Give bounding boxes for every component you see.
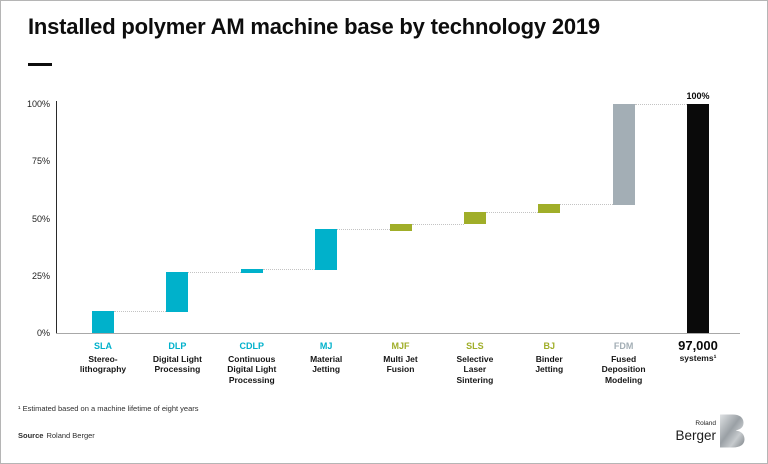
source-value: Roland Berger [46,431,95,440]
category-name-line: Continuous [228,353,276,364]
category-name-line: Digital Light [152,353,202,364]
category-name-line: Sintering [456,374,494,385]
x-label-dlp: DLP Digital Light Processing [135,341,219,375]
category-name-line: Modeling [604,374,643,385]
bar-cdlp [240,268,263,274]
y-axis-tick-label: 25% [31,270,50,281]
category-name-line: Stereo- [88,353,118,364]
bar-sla [92,311,114,333]
x-label-mj: MJ Material Jetting [284,341,368,375]
logo-word-berger: Berger [675,427,716,443]
roland-berger-logo: Roland Berger [675,414,745,448]
category-abbr: BJ [543,341,555,351]
title-underline [28,63,52,66]
bar-fdm [612,104,635,205]
footnote: ¹ Estimated based on a machine lifetime … [18,404,199,413]
category-abbr: MJF [391,341,410,351]
waterfall-connector [485,211,539,213]
bar-dlp [166,272,189,313]
total-percent-label: 100% [686,91,710,101]
y-axis-tick-label: 100% [26,99,50,109]
y-axis-tick-label: 50% [31,213,50,224]
category-name-line: Binder [535,353,563,364]
waterfall-connector [411,224,464,226]
category-name-line: Fusion [386,364,415,374]
category-name-line: Digital Light [227,364,277,374]
category-name-line: Selective [456,353,494,364]
waterfall-connector [262,268,316,270]
bar-97-000 [687,104,709,333]
bar-mjf [389,224,412,232]
x-label-sls: SLS Selective Laser Sintering [433,341,517,385]
waterfall-connector [114,311,167,313]
category-name-line: systems¹ [679,352,717,363]
category-abbr: MJ [319,341,333,351]
bar-sls [463,211,486,225]
category-name-line: lithography [79,364,127,374]
logo-text: Roland Berger [675,414,716,442]
roland-berger-b-icon [720,414,745,448]
category-name-line: Multi Jet [383,353,418,364]
category-abbr: CDLP [239,341,265,351]
y-axis-tick-label: 0% [36,328,50,338]
category-name-line: Jetting [535,364,564,374]
waterfall-connector [634,104,687,105]
waterfall-connector [560,203,613,205]
category-abbr: SLA [94,341,112,351]
category-abbr: 97,000 [678,338,718,353]
category-name-line: Processing [154,364,201,374]
category-abbr: FDM [613,341,634,351]
source-label: Source [18,431,44,440]
logo-word-roland: Roland [695,420,716,427]
x-axis-baseline [56,333,740,334]
category-name-line: Material [310,353,343,364]
category-name-line: Deposition [601,364,646,374]
bar-mj [315,228,338,271]
bar-bj [538,203,561,213]
x-label-mjf: MJF Multi Jet Fusion [359,341,443,375]
x-label-cdlp: CDLP Continuous Digital Light Processing [210,341,294,385]
x-label-97-000: 97,000 systems¹ [656,338,740,363]
category-abbr: DLP [168,341,187,351]
category-name-line: Jetting [312,364,341,374]
category-name-line: Laser [463,364,487,374]
x-label-sla: SLA Stereo-lithography [61,341,145,375]
category-name-line: Fused [611,353,637,364]
x-label-bj: BJ Binder Jetting [507,341,591,375]
page-title: Installed polymer AM machine base by tec… [28,14,600,39]
y-axis-tick-label: 75% [31,156,50,167]
category-abbr: SLS [466,341,484,351]
source-line: Source Roland Berger [18,431,95,440]
x-label-fdm: FDM Fused Deposition Modeling [582,341,666,385]
waterfall-connector [337,228,390,230]
category-name-line: Processing [228,374,275,385]
y-axis-line [56,101,57,333]
waterfall-connector [188,272,241,274]
